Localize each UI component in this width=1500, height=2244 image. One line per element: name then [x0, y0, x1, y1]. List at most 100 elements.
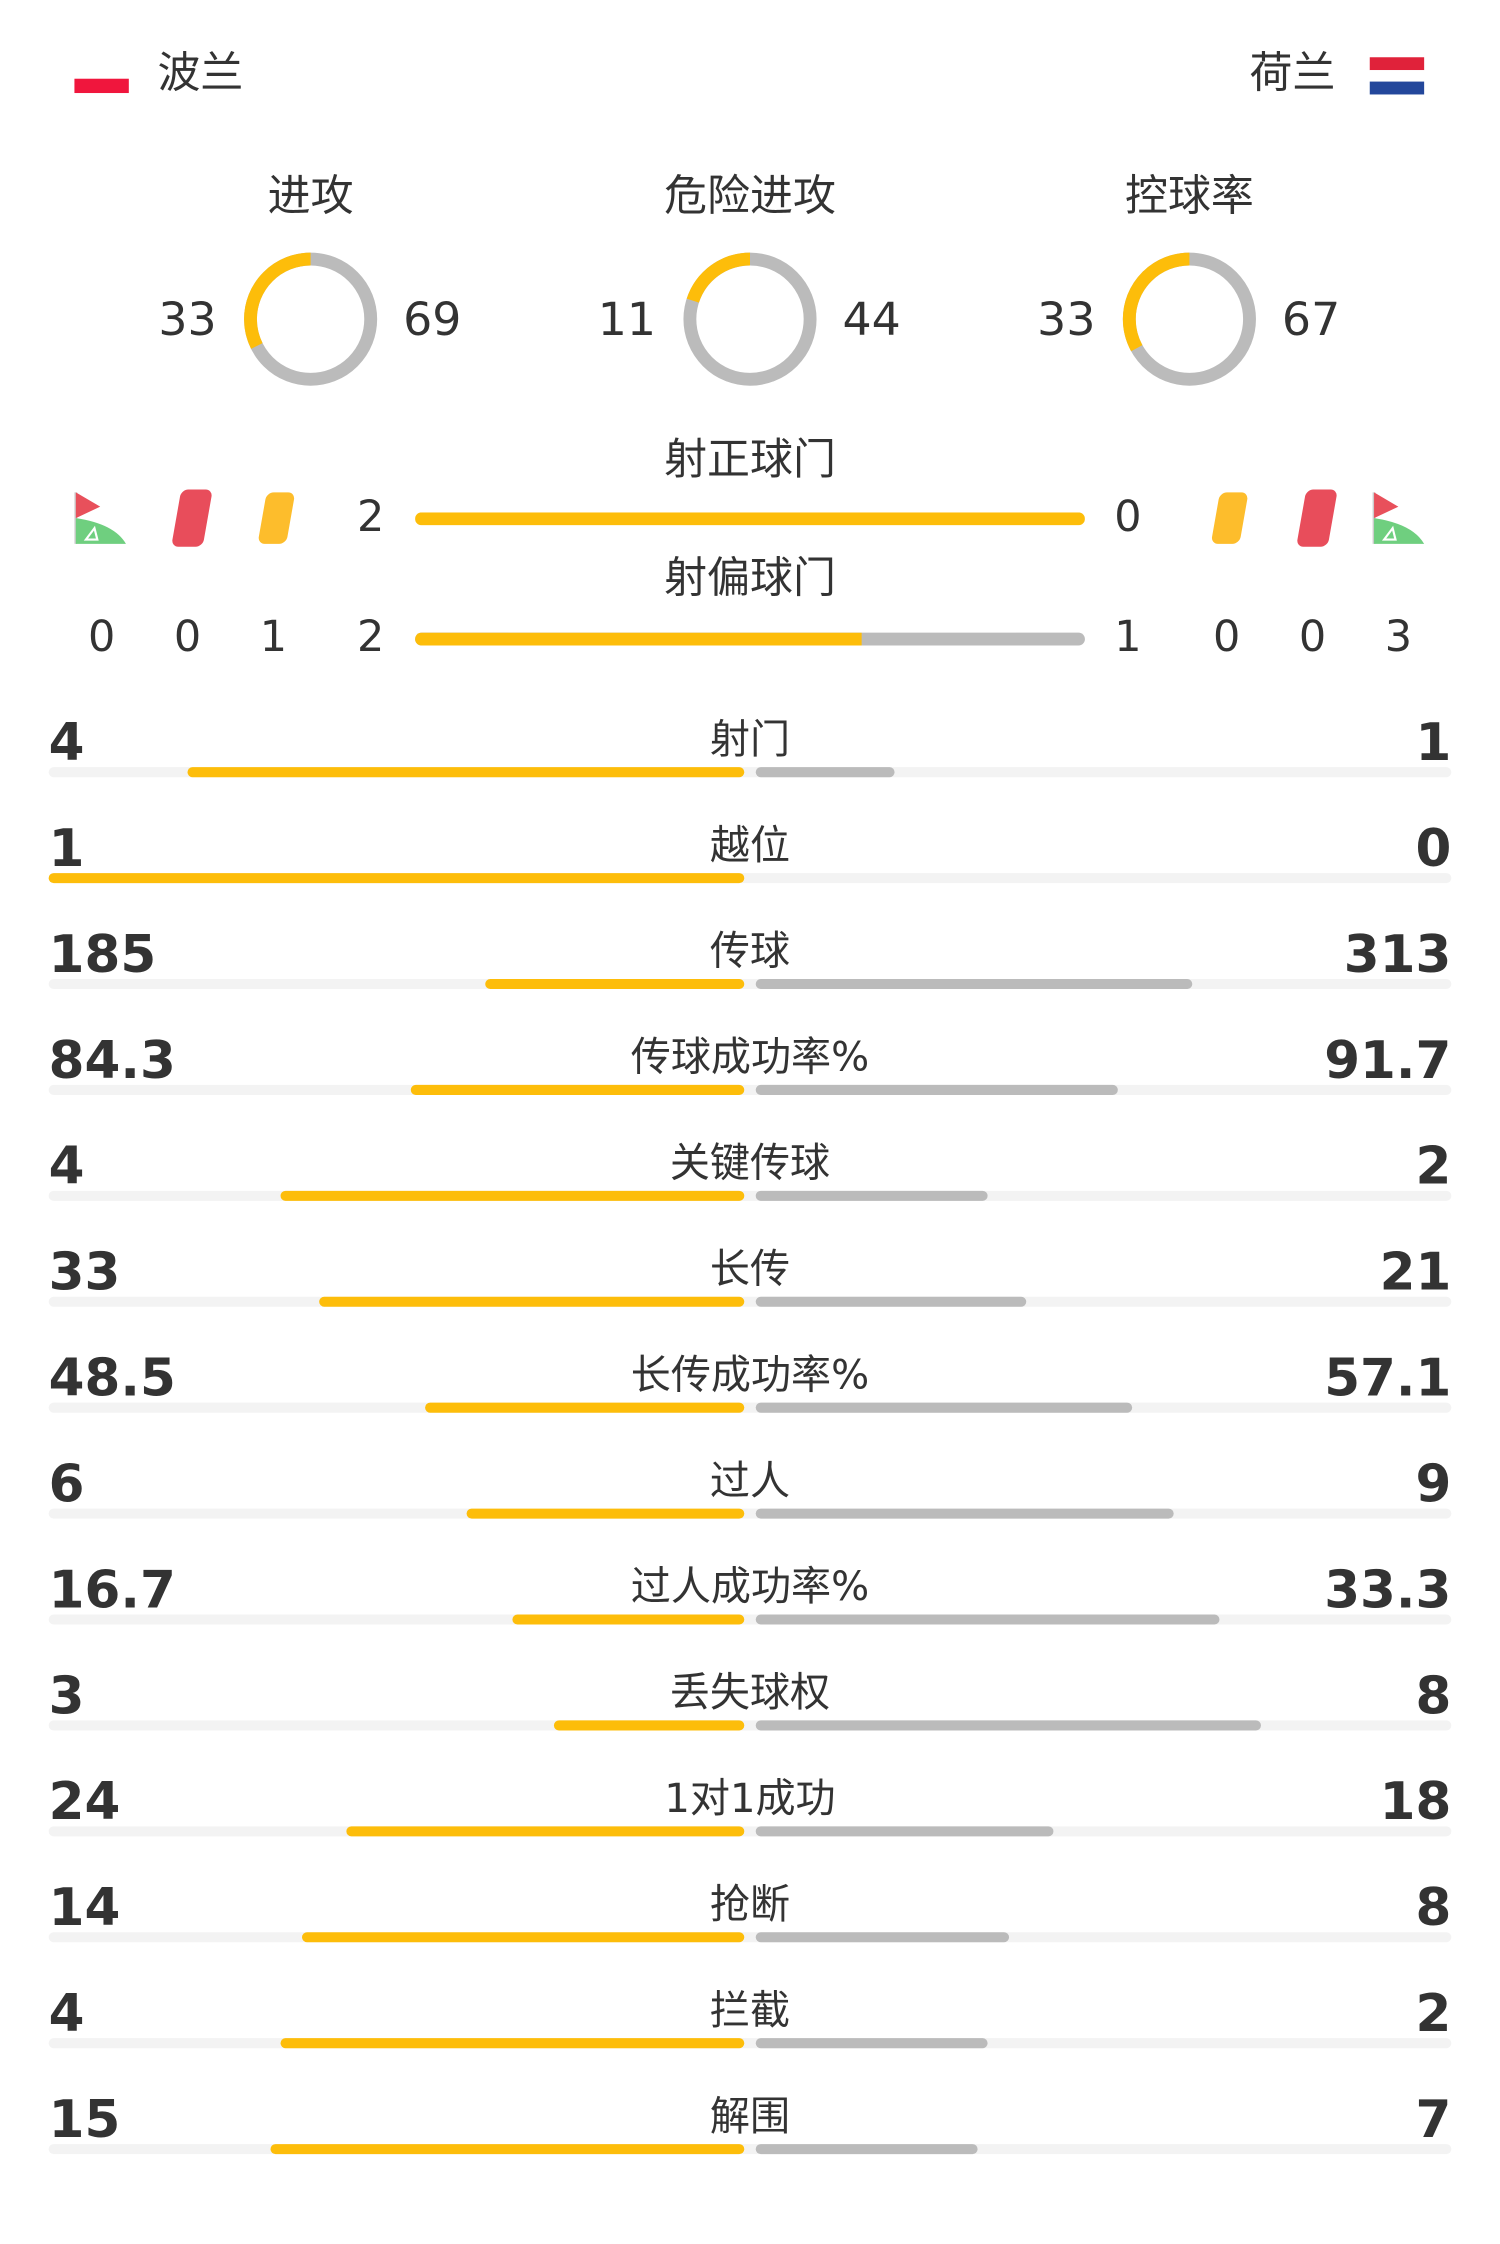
stat-home-bar: [319, 1296, 745, 1307]
away-yellow-cards: 0: [1212, 612, 1241, 663]
stat-bar-track: [48, 873, 1452, 884]
shots-on-bar: [415, 512, 1085, 526]
stat-away-bar: [755, 1614, 1219, 1625]
stat-label: 丢失球权: [669, 1668, 831, 1717]
stat-label: 传球: [709, 927, 791, 975]
red-card-icon: [159, 487, 216, 550]
stat-home-bar: [48, 873, 745, 884]
stat-away-value: 1: [1415, 714, 1452, 773]
stat-home-value: 4: [48, 1985, 85, 2044]
home-shots-on: 2: [357, 492, 385, 543]
stat-label: 过人: [709, 1457, 791, 1505]
netherlands-flag: [1369, 57, 1425, 95]
home-corners: 0: [87, 612, 116, 663]
stat-away-bar: [755, 1084, 1119, 1095]
away-team-name: 荷兰: [1249, 48, 1336, 99]
circle-stat-label: 控球率: [1125, 171, 1254, 222]
stat-home-bar: [511, 1614, 745, 1625]
stat-home-bar: [485, 979, 745, 990]
circle-stat-label: 进攻: [267, 171, 354, 222]
red-card-icon: [1284, 487, 1341, 550]
stat-row: 84.3 传球成功率% 91.7: [48, 1031, 1452, 1137]
away-corners: 3: [1384, 612, 1413, 663]
shots-on-target-label: 射正球门: [664, 435, 836, 486]
stat-home-value: 16.7: [48, 1561, 176, 1621]
stat-away-value: 7: [1415, 2091, 1452, 2150]
stat-home-bar: [346, 1826, 745, 1837]
stat-label: 射门: [709, 715, 791, 763]
stat-bar-track: [48, 1826, 1452, 1837]
donut-chart: [683, 252, 817, 386]
stat-row: 15 解围 7: [48, 2090, 1452, 2196]
stat-bar-track: [48, 1402, 1452, 1413]
stat-row: 16.7 过人成功率% 33.3: [48, 1560, 1452, 1666]
stat-away-value: 33.3: [1324, 1561, 1452, 1621]
stat-away-bar: [755, 1932, 1009, 1943]
stat-home-bar: [466, 1508, 745, 1519]
stat-away-bar: [755, 1508, 1174, 1519]
stat-bar-track: [48, 1614, 1452, 1625]
stat-home-value: 33: [48, 1243, 121, 1303]
stat-away-bar: [755, 1402, 1132, 1413]
poland-flag: [74, 64, 129, 94]
stat-home-value: 3: [48, 1667, 85, 1727]
stat-row: 3 丢失球权 8: [48, 1666, 1452, 1772]
stat-label: 长传: [709, 1245, 791, 1293]
stat-home-bar: [424, 1402, 745, 1413]
stat-label: 解围: [709, 2092, 791, 2140]
corner-flag-icon: [72, 487, 129, 550]
shots-off-bar: [415, 632, 1085, 646]
donut-chart: [244, 252, 378, 386]
donut-home-arc: [1122, 252, 1256, 386]
donut-home-arc: [683, 252, 817, 386]
stat-bar-track: [48, 2038, 1452, 2049]
circle-home-value: 11: [597, 291, 657, 347]
stat-away-value: 8: [1415, 1667, 1452, 1727]
circle-stat-label: 危险进攻: [664, 171, 836, 222]
stat-away-value: 8: [1415, 1879, 1452, 1938]
stat-away-value: 313: [1343, 926, 1452, 985]
home-shots-off: 2: [357, 612, 385, 663]
stat-row: 4 射门 1: [48, 713, 1452, 819]
stat-label: 过人成功率%: [630, 1562, 870, 1611]
stat-away-value: 0: [1415, 820, 1452, 879]
stat-home-value: 4: [48, 1137, 85, 1197]
stat-away-value: 18: [1379, 1773, 1452, 1833]
stat-away-bar: [755, 2038, 988, 2049]
stat-home-bar: [280, 2038, 745, 2049]
stat-label: 传球成功率%: [630, 1033, 870, 1081]
donut-home-arc: [244, 252, 378, 386]
stat-away-value: 91.7: [1324, 1031, 1452, 1091]
yellow-card-icon: [245, 487, 302, 550]
stat-home-bar: [269, 2144, 745, 2155]
home-yellow-cards: 1: [259, 612, 288, 663]
stat-row: 4 关键传球 2: [48, 1136, 1452, 1242]
stat-row: 185 传球 313: [48, 925, 1452, 1031]
stat-home-value: 6: [48, 1455, 85, 1515]
stat-bar-track: [48, 2144, 1452, 2155]
stat-row: 14 抢断 8: [48, 1878, 1452, 1984]
corner-flag-icon: [1370, 487, 1427, 550]
stat-home-value: 14: [48, 1879, 121, 1938]
stat-bar-track: [48, 767, 1452, 778]
circle-home-value: 33: [1037, 291, 1096, 347]
stat-home-value: 84.3: [48, 1031, 176, 1091]
circle-home-value: 33: [158, 291, 217, 347]
stat-row: 6 过人 9: [48, 1454, 1452, 1560]
stat-row: 1 越位 0: [48, 819, 1452, 925]
home-red-cards: 0: [173, 612, 202, 663]
circle-away-value: 69: [403, 291, 462, 347]
away-shots-off: 1: [1114, 612, 1142, 663]
shots-off-target-label: 射偏球门: [664, 553, 836, 605]
stat-home-bar: [411, 1084, 745, 1095]
stat-away-value: 57.1: [1324, 1349, 1452, 1409]
stat-bar-track: [48, 1296, 1452, 1307]
stat-home-value: 4: [48, 714, 85, 773]
stat-away-bar: [755, 767, 895, 778]
stat-home-bar: [187, 767, 745, 778]
shots-on-home-fill: [415, 512, 1085, 526]
stat-away-value: 9: [1415, 1455, 1452, 1515]
stat-away-bar: [755, 1826, 1054, 1837]
stat-home-value: 1: [48, 820, 85, 879]
stat-home-value: 15: [48, 2091, 121, 2150]
